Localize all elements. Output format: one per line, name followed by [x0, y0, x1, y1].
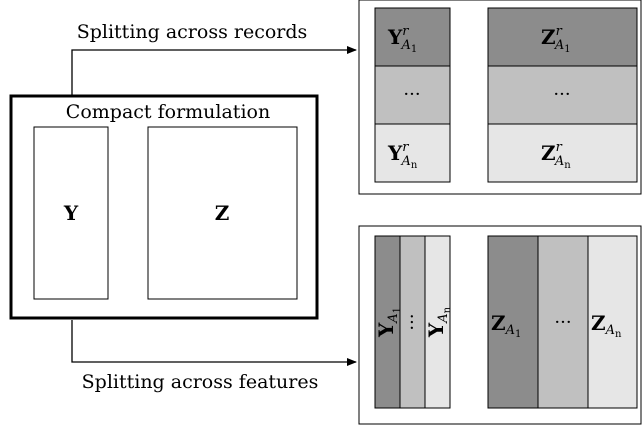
- features-z-block-1: [487, 235, 539, 409]
- features-y-n-label: YAn: [424, 306, 453, 338]
- features-z-1-label: ZA1: [491, 311, 521, 340]
- records-y-block-1: [374, 7, 451, 67]
- features-y-1-label: YA1: [374, 307, 403, 338]
- features-panel: YA1 ··· YAn ZA1 ··· ZAn: [358, 225, 642, 425]
- records-y-block-2: [374, 65, 451, 125]
- records-arrow: [71, 46, 357, 96]
- compact-formulation: Compact formulation Y Z: [9, 94, 319, 320]
- features-y-block-2: [399, 235, 426, 409]
- records-y-dots: ···: [403, 84, 420, 105]
- records-arrow-label: Splitting across records: [77, 21, 308, 43]
- features-z-block-n: [587, 235, 638, 409]
- features-z-block-2: [537, 235, 589, 409]
- features-z-n-label: ZAn: [591, 311, 622, 340]
- records-z-block-1: [487, 7, 638, 67]
- records-z-n-label: Zr An: [541, 140, 571, 171]
- compact-title: Compact formulation: [66, 101, 270, 123]
- records-z-block-n: [487, 123, 638, 183]
- features-y-block-n: [424, 235, 451, 409]
- compact-z: Z: [215, 201, 230, 225]
- records-y-n-label: Yr An: [387, 140, 418, 171]
- features-arrow: [71, 320, 357, 366]
- records-panel: Yr A1 ··· Yr An Zr A1 ··· Zr An: [358, 0, 642, 195]
- records-y-block-n: [374, 123, 451, 183]
- records-z-block-2: [487, 65, 638, 125]
- features-y-block-1: [374, 235, 401, 409]
- records-z-dots: ···: [553, 84, 570, 105]
- features-z-dots: ···: [554, 312, 571, 333]
- features-y-dots: ···: [402, 313, 423, 330]
- records-z-1-label: Zr A1: [541, 24, 571, 55]
- records-y-1-label: Yr A1: [387, 24, 417, 55]
- compact-y: Y: [63, 201, 79, 225]
- features-arrow-label: Splitting across features: [82, 371, 319, 393]
